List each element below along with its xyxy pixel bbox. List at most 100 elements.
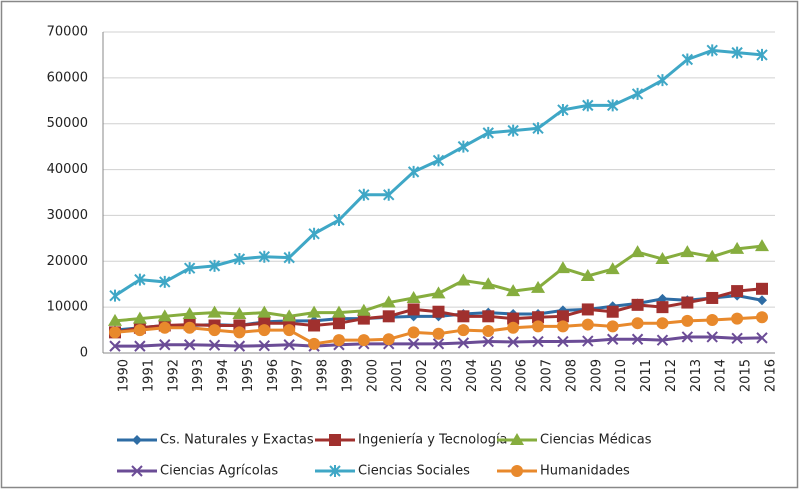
- marker: [580, 268, 595, 281]
- marker: [456, 273, 471, 286]
- marker: [158, 321, 171, 334]
- x-tick-label: 2001: [390, 359, 405, 392]
- marker: [356, 303, 371, 316]
- x-tick-label: 2010: [614, 359, 629, 392]
- marker: [329, 434, 341, 446]
- legend-label: Ciencias Agrícolas: [160, 464, 278, 479]
- marker: [680, 245, 695, 258]
- marker: [457, 140, 470, 153]
- x-tick-label: 2007: [540, 359, 555, 392]
- x-tick-label: 2011: [639, 359, 654, 392]
- x-tick-label: 1994: [216, 359, 231, 392]
- legend-label: Ciencias Médicas: [540, 433, 652, 448]
- x-tick-label: 2003: [440, 359, 455, 392]
- marker: [582, 335, 594, 347]
- x-tick-label: 2016: [764, 359, 779, 392]
- y-tick-label: 10000: [47, 300, 88, 315]
- marker: [108, 313, 122, 326]
- marker: [606, 320, 619, 333]
- marker: [756, 48, 768, 61]
- x-tick-label: 2012: [664, 359, 679, 392]
- marker: [406, 290, 421, 303]
- marker: [432, 305, 445, 318]
- marker: [332, 317, 345, 330]
- marker: [581, 318, 594, 331]
- marker: [507, 321, 520, 334]
- marker: [233, 326, 246, 339]
- marker: [606, 305, 619, 318]
- y-tick-label: 40000: [47, 162, 88, 177]
- marker: [208, 324, 221, 337]
- marker: [730, 241, 745, 254]
- marker: [258, 339, 271, 352]
- marker: [258, 324, 271, 337]
- marker: [308, 227, 320, 240]
- marker: [432, 338, 445, 350]
- x-tick-label: 2004: [465, 359, 480, 392]
- marker: [656, 301, 669, 314]
- x-tick-label: 2014: [714, 359, 729, 392]
- marker: [208, 259, 221, 272]
- marker: [282, 309, 297, 322]
- marker: [183, 321, 196, 334]
- marker: [308, 319, 321, 332]
- marker: [131, 465, 143, 477]
- marker: [510, 433, 524, 445]
- x-tick-label: 1996: [266, 359, 281, 392]
- legend-label: Ciencias Sociales: [358, 464, 470, 479]
- marker: [681, 331, 694, 343]
- marker: [656, 334, 669, 346]
- x-tick-label: 1991: [141, 359, 156, 392]
- x-tick-label: 1997: [291, 359, 306, 392]
- marker: [457, 337, 470, 349]
- marker: [706, 313, 719, 326]
- marker: [382, 310, 395, 323]
- marker: [283, 251, 295, 264]
- marker: [532, 320, 545, 333]
- y-tick-label: 70000: [47, 25, 88, 40]
- marker: [207, 305, 222, 318]
- marker: [407, 326, 420, 339]
- marker: [283, 339, 295, 351]
- marker: [233, 252, 246, 265]
- marker: [706, 44, 718, 57]
- marker: [432, 327, 445, 340]
- marker: [631, 87, 644, 100]
- marker: [329, 465, 341, 477]
- marker: [431, 286, 446, 299]
- y-tick-label: 20000: [47, 254, 88, 269]
- x-tick-label: 2008: [564, 359, 579, 392]
- marker: [532, 335, 544, 348]
- marker: [432, 154, 445, 167]
- marker: [382, 333, 395, 346]
- marker: [407, 303, 420, 316]
- x-tick-label: 2000: [365, 359, 380, 392]
- marker: [257, 305, 272, 318]
- x-tick-label: 1990: [117, 359, 132, 392]
- x-tick-label: 2005: [490, 359, 505, 392]
- marker: [556, 310, 569, 323]
- marker: [531, 280, 546, 293]
- marker: [557, 335, 569, 348]
- marker: [605, 262, 620, 275]
- marker: [756, 282, 768, 295]
- marker: [631, 333, 644, 345]
- marker: [308, 337, 321, 350]
- marker: [357, 334, 370, 347]
- marker: [159, 339, 171, 351]
- marker: [532, 122, 544, 135]
- marker: [507, 124, 519, 137]
- y-tick-label: 50000: [47, 116, 88, 131]
- marker: [506, 284, 521, 297]
- marker: [532, 311, 545, 324]
- marker: [706, 331, 718, 343]
- marker: [482, 126, 494, 139]
- marker: [731, 332, 743, 345]
- marker: [756, 332, 768, 344]
- x-tick-label: 2002: [415, 359, 430, 392]
- marker: [358, 188, 370, 201]
- marker: [630, 245, 645, 258]
- marker: [482, 324, 495, 337]
